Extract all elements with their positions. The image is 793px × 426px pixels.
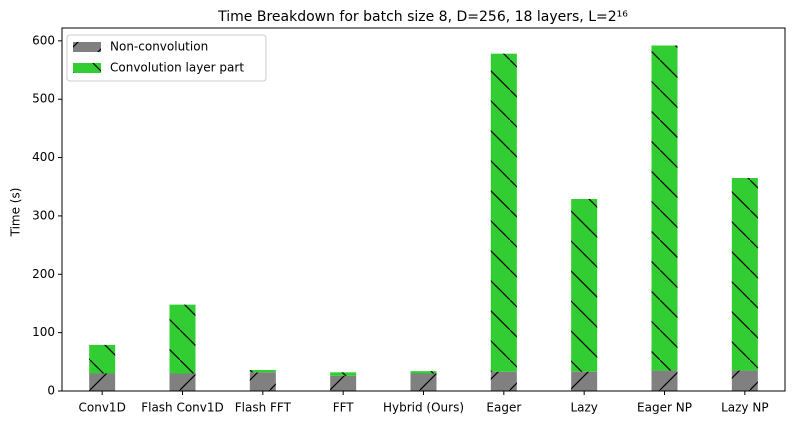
bar-hatch bbox=[490, 371, 517, 391]
x-tick-label: Eager bbox=[486, 401, 521, 415]
x-tick-label: Flash FFT bbox=[235, 401, 292, 415]
plot-frame bbox=[61, 27, 786, 392]
bar-hatch bbox=[89, 344, 116, 374]
bar-hatch bbox=[410, 371, 437, 374]
bar-hatch bbox=[571, 371, 598, 391]
bar-hatch bbox=[89, 373, 116, 391]
bar-hatch bbox=[169, 373, 196, 391]
y-tick-label: 500 bbox=[32, 92, 55, 106]
x-tick-label: FFT bbox=[333, 401, 355, 415]
bar-hatch bbox=[571, 198, 598, 372]
bar-hatch bbox=[249, 372, 276, 391]
y-tick-label: 200 bbox=[32, 267, 55, 281]
bar-hatch bbox=[330, 375, 357, 391]
x-tick-label: Flash Conv1D bbox=[141, 401, 224, 415]
y-tick-label: 0 bbox=[47, 384, 55, 398]
bar-hatch bbox=[249, 369, 276, 373]
bar-hatch bbox=[651, 45, 678, 371]
y-axis-label: Time (s) bbox=[9, 188, 23, 238]
y-tick-label: 300 bbox=[32, 208, 55, 222]
y-tick-label: 100 bbox=[32, 325, 55, 339]
x-tick-label: Eager NP bbox=[637, 401, 692, 415]
legend-box bbox=[66, 34, 267, 82]
bar-hatch bbox=[490, 53, 517, 372]
legend-swatch-hatch bbox=[73, 63, 101, 73]
legend-label: Convolution layer part bbox=[110, 61, 244, 75]
x-tick-label: Lazy NP bbox=[721, 401, 768, 415]
x-tick-label: Hybrid (Ours) bbox=[383, 401, 464, 415]
bar-hatch bbox=[731, 370, 758, 391]
bar-hatch bbox=[651, 370, 678, 391]
legend-swatch-hatch bbox=[73, 42, 101, 52]
x-tick-label: Lazy bbox=[570, 401, 597, 415]
bar-hatch bbox=[731, 177, 758, 371]
legend-label: Non-convolution bbox=[110, 40, 208, 54]
x-tick-label: Conv1D bbox=[79, 401, 126, 415]
chart-title: Time Breakdown for batch size 8, D=256, … bbox=[217, 9, 628, 25]
bar-hatch bbox=[410, 373, 437, 391]
bar-hatch bbox=[330, 372, 357, 376]
bar-hatch bbox=[169, 304, 196, 374]
y-tick-label: 400 bbox=[32, 150, 55, 164]
y-tick-label: 600 bbox=[32, 33, 55, 47]
